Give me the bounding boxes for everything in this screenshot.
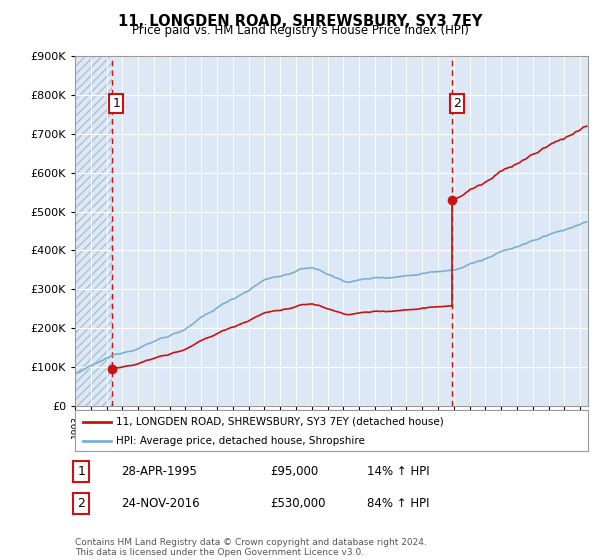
- Text: 28-APR-1995: 28-APR-1995: [121, 465, 197, 478]
- Text: 24-NOV-2016: 24-NOV-2016: [121, 497, 200, 510]
- Text: HPI: Average price, detached house, Shropshire: HPI: Average price, detached house, Shro…: [116, 436, 365, 446]
- Text: Price paid vs. HM Land Registry's House Price Index (HPI): Price paid vs. HM Land Registry's House …: [131, 24, 469, 37]
- Text: 1: 1: [112, 97, 120, 110]
- Text: 2: 2: [453, 97, 461, 110]
- Text: 11, LONGDEN ROAD, SHREWSBURY, SY3 7EY: 11, LONGDEN ROAD, SHREWSBURY, SY3 7EY: [118, 14, 482, 29]
- Text: 1: 1: [77, 465, 85, 478]
- Text: £95,000: £95,000: [270, 465, 318, 478]
- Text: 84% ↑ HPI: 84% ↑ HPI: [367, 497, 430, 510]
- Text: 2: 2: [77, 497, 85, 510]
- Text: 11, LONGDEN ROAD, SHREWSBURY, SY3 7EY (detached house): 11, LONGDEN ROAD, SHREWSBURY, SY3 7EY (d…: [116, 417, 444, 427]
- Text: £530,000: £530,000: [270, 497, 325, 510]
- Text: Contains HM Land Registry data © Crown copyright and database right 2024.
This d: Contains HM Land Registry data © Crown c…: [75, 538, 427, 557]
- Text: 14% ↑ HPI: 14% ↑ HPI: [367, 465, 430, 478]
